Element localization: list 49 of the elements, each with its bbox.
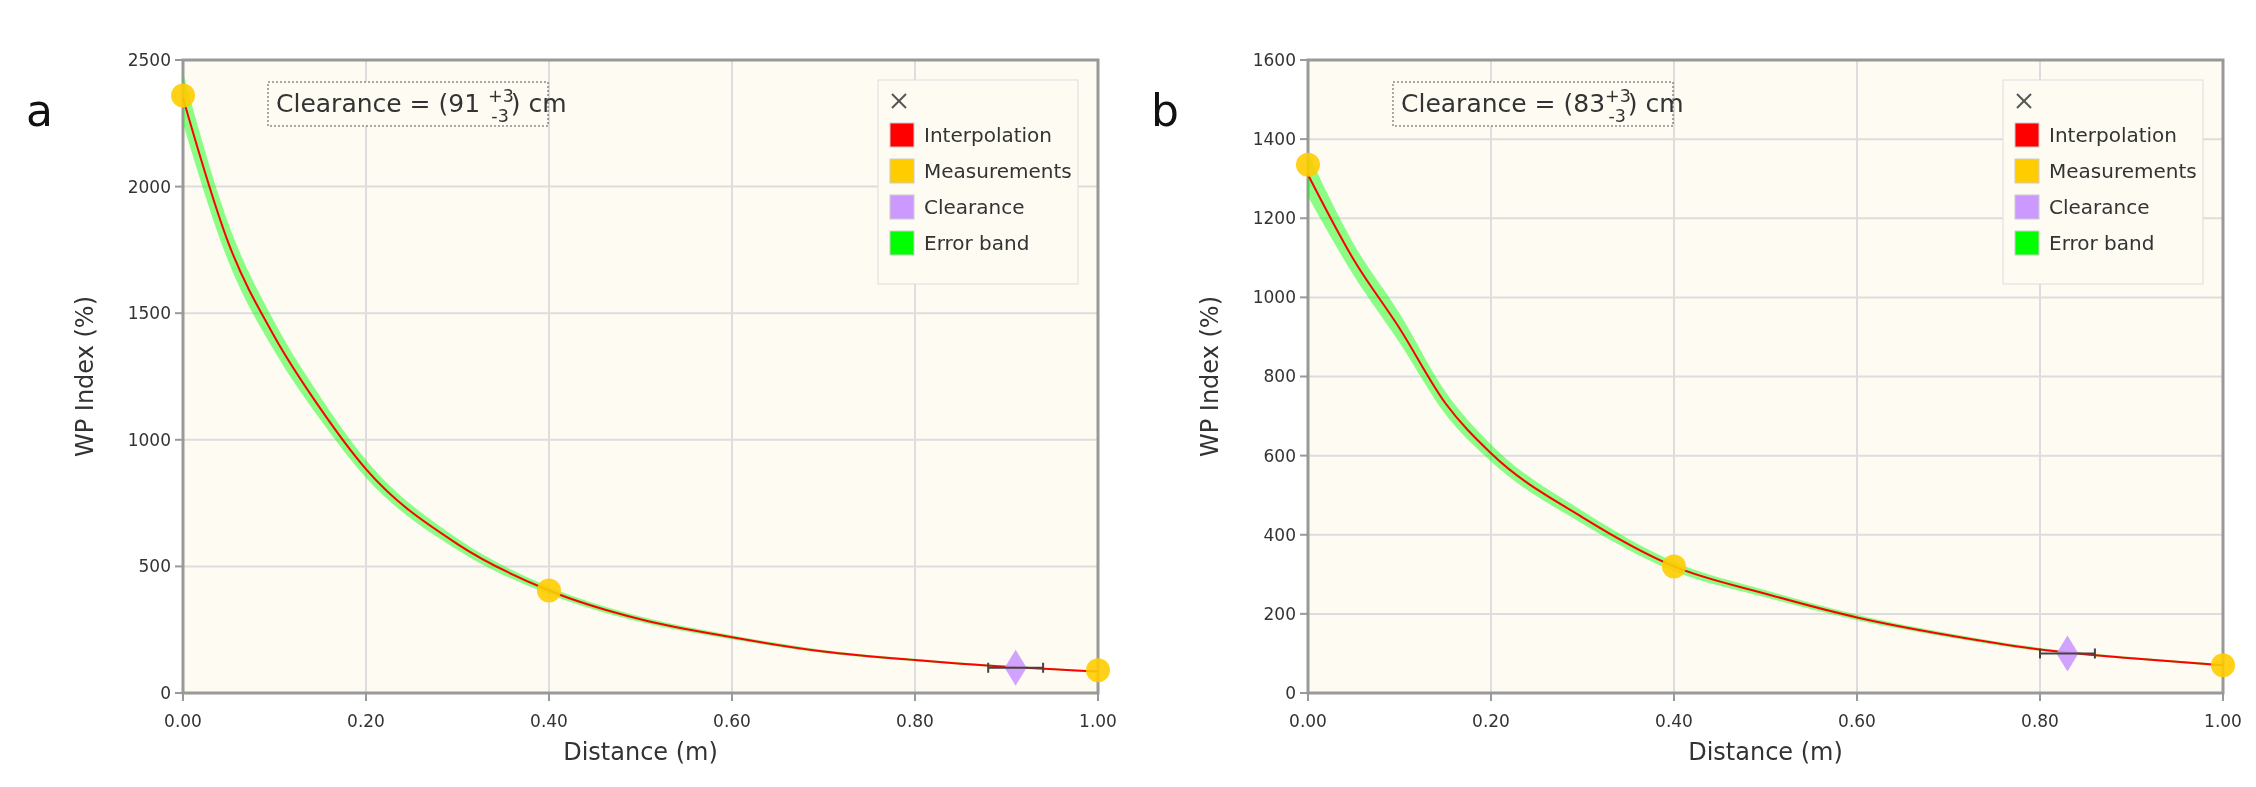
legend-label: Measurements <box>2049 159 2197 183</box>
annotation: Clearance = (91 $^{+3}$$_{-3}$) cm <box>276 86 567 126</box>
x-tick-label: 0.60 <box>1838 711 1876 731</box>
x-tick-label: 0.40 <box>530 711 568 731</box>
y-tick-label: 200 <box>1263 603 1296 624</box>
point <box>1086 658 1110 683</box>
text: a <box>26 85 53 136</box>
text: b <box>1151 85 1179 136</box>
y-tick-label: 400 <box>1263 524 1296 545</box>
y-tick-label: 1600 <box>1252 49 1296 70</box>
legend-label: Clearance <box>924 195 1025 219</box>
point <box>1296 152 1320 177</box>
x-tick-label: 0.20 <box>347 711 385 731</box>
y-tick-label: 600 <box>1263 445 1296 466</box>
y-axis-title: WP Index (%) <box>1196 295 1224 458</box>
x-tick-label: 0.00 <box>164 711 202 731</box>
x-tick-label: 0.40 <box>1655 711 1693 731</box>
x-tick-label: 0.00 <box>1289 711 1327 731</box>
x-tick-label: 1.00 <box>1079 711 1117 731</box>
point <box>2211 653 2235 678</box>
y-tick-label: 500 <box>138 556 171 577</box>
legend-label: Measurements <box>924 159 1072 183</box>
y-tick-label: 1500 <box>127 303 171 324</box>
y-tick-label: 1000 <box>1252 287 1296 308</box>
y-tick-label: 0 <box>1285 682 1296 703</box>
x-tick-label: 1.00 <box>2204 711 2242 731</box>
legend-label: Clearance <box>2049 195 2150 219</box>
x-tick-label: 0.80 <box>2021 711 2059 731</box>
point <box>537 578 561 603</box>
x-tick-label: 0.60 <box>713 711 751 731</box>
legend-label: Interpolation <box>2049 123 2177 147</box>
x-axis-title: Distance (m) <box>563 738 718 766</box>
annotation: Error band <box>2049 231 2155 255</box>
annotation: Error band <box>924 231 1030 255</box>
x-tick-label: 0.20 <box>1472 711 1510 731</box>
point <box>1662 554 1686 579</box>
x-axis-title: Distance (m) <box>1688 738 1843 766</box>
x-tick-label: 0.80 <box>896 711 934 731</box>
y-tick-label: 2000 <box>127 176 171 197</box>
y-axis-title: WP Index (%) <box>71 295 99 458</box>
y-tick-label: 1200 <box>1252 208 1296 229</box>
y-tick-label: 1000 <box>127 429 171 450</box>
annotation: Clearance = (83$^{+3}$$_{-3}$) cm <box>1401 86 1684 126</box>
legend-label: Interpolation <box>924 123 1052 147</box>
y-tick-label: 0 <box>160 682 171 703</box>
y-tick-label: 800 <box>1263 366 1296 387</box>
y-tick-label: 2500 <box>127 49 171 70</box>
point <box>171 83 195 108</box>
y-tick-label: 1400 <box>1252 129 1296 150</box>
